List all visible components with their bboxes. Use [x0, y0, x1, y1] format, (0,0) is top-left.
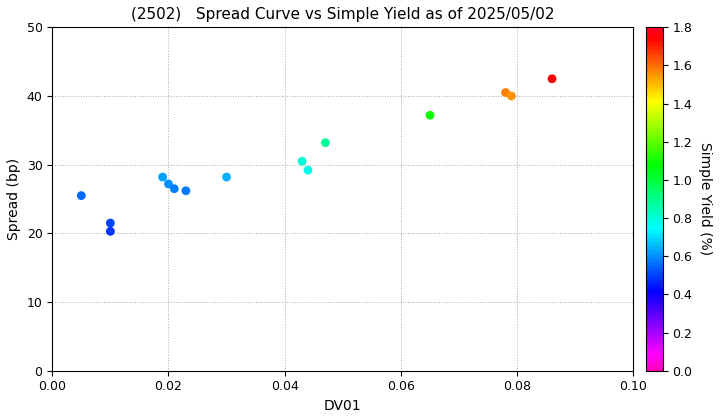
Point [424, 112, 436, 118]
Point [180, 187, 192, 194]
Point [221, 174, 233, 181]
Point [76, 192, 87, 199]
Point [157, 174, 168, 181]
Point [500, 89, 511, 96]
Point [302, 167, 314, 173]
Point [163, 181, 174, 187]
X-axis label: DV01: DV01 [324, 399, 361, 413]
Y-axis label: Simple Yield (%): Simple Yield (%) [698, 142, 712, 256]
Point [297, 158, 308, 165]
Point [320, 139, 331, 146]
Point [104, 220, 116, 226]
Y-axis label: Spread (bp): Spread (bp) [7, 158, 21, 240]
Point [546, 76, 558, 82]
Title: (2502)   Spread Curve vs Simple Yield as of 2025/05/02: (2502) Spread Curve vs Simple Yield as o… [131, 7, 554, 22]
Point [168, 185, 180, 192]
Point [104, 228, 116, 235]
Point [505, 93, 517, 100]
